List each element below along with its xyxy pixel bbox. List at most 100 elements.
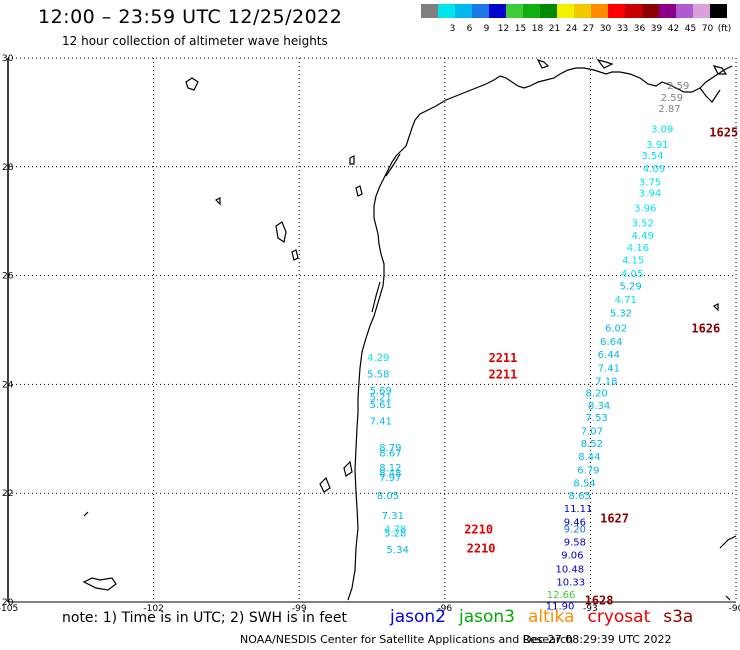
scale-swatch [659, 4, 676, 18]
scale-label: 9 [484, 24, 490, 34]
satellite-pass-labels: 1625 1626 1627 1628 2211 2211 2210 2210 [464, 125, 738, 607]
axis-labels: -105 -102 -99 -96 -93 -90 30 28 26 24 22 20 [0, 54, 740, 614]
scale-label: 15 [515, 24, 526, 34]
wave-height-value: 2.87 [658, 104, 680, 115]
pass-number-label: 2210 [464, 523, 493, 537]
scale-swatch [710, 4, 727, 18]
wave-height-value: 3.94 [639, 188, 661, 199]
wave-height-value: 5.32 [610, 309, 632, 320]
wave-height-value: 3.52 [632, 218, 654, 229]
wave-height-value: 8.65 [569, 491, 591, 502]
satellite-legend: jason2 jason3 altika cryosat s3a [390, 607, 706, 627]
wave-height-value: 2.59 [661, 93, 683, 104]
scale-label: 3 [450, 24, 456, 34]
lat-tick-label: 22 [2, 489, 13, 499]
wave-height-value: 11.90 [546, 601, 575, 612]
scale-label: 21 [549, 24, 560, 34]
scale-swatch [489, 4, 506, 18]
wave-height-value: 7.07 [581, 427, 603, 438]
wave-height-value: 5.34 [387, 545, 409, 556]
wave-height-value: 8.05 [377, 491, 399, 502]
wave-height-value: 8.34 [588, 401, 610, 412]
scale-swatch [574, 4, 591, 18]
scale-label: 27 [583, 24, 594, 34]
pass-number-label: 1627 [600, 512, 629, 526]
lat-tick-label: 28 [2, 163, 14, 173]
scale-swatch [591, 4, 608, 18]
wave-height-value: 8.48 [379, 469, 401, 480]
scale-swatch [455, 4, 472, 18]
lat-tick-label: 30 [2, 54, 14, 64]
wave-height-value: 9.46 [564, 517, 586, 528]
scale-swatch [557, 4, 574, 18]
wave-height-value: 7.31 [382, 511, 404, 522]
wave-height-value: 5.29 [620, 281, 642, 292]
scale-label: 70 [702, 24, 714, 34]
scale-label: 30 [600, 24, 612, 34]
lat-tick-label: 26 [2, 272, 14, 282]
wave-height-value: 8.52 [581, 439, 603, 450]
wave-height-value: 4.05 [621, 269, 643, 280]
scale-swatch [625, 4, 642, 18]
wave-height-value: 2.59 [667, 81, 689, 92]
wave-height-value: 6.64 [600, 337, 622, 348]
footer-credit: NOAA/NESDIS Center for Satellite Applica… [240, 633, 574, 646]
chart-subtitle: 12 hour collection of altimeter wave hei… [62, 34, 328, 48]
wave-height-value: 7.41 [598, 364, 620, 375]
pass-number-label: 1625 [709, 125, 738, 139]
scale-label: 6 [467, 24, 473, 34]
wave-height-value: 3.54 [641, 151, 663, 162]
wave-height-value: 3.91 [646, 140, 668, 151]
wave-height-value: 8.67 [379, 448, 401, 459]
wave-height-value: 9.06 [561, 551, 583, 562]
scale-label: 39 [651, 24, 663, 34]
lon-tick-label: -99 [292, 604, 307, 614]
wave-height-value: 4.78 [384, 525, 406, 536]
satellite-legend-item: s3a [663, 607, 694, 627]
wave-height-value: 6.44 [598, 350, 620, 361]
scale-label: 12 [498, 24, 509, 34]
scale-label: 33 [617, 24, 628, 34]
map-frame [7, 58, 736, 603]
wave-height-value: 8.12 [379, 463, 401, 474]
wave-height-value: 9.20 [564, 525, 586, 536]
wave-height-value: 12.66 [547, 590, 576, 601]
lat-lon-gridlines [8, 57, 737, 602]
wave-height-value: 9.58 [564, 538, 586, 549]
lon-tick-label: -102 [143, 604, 163, 614]
pass-number-label: 2210 [467, 542, 496, 556]
wave-height-value: 5.21 [370, 392, 392, 403]
wave-height-value: 6.79 [577, 465, 599, 476]
scale-swatch [540, 4, 557, 18]
scale-swatch [676, 4, 693, 18]
scale-swatch [523, 4, 540, 18]
scale-swatch [472, 4, 489, 18]
wave-height-value: 7.18 [595, 377, 617, 388]
wave-height-value: 10.33 [556, 577, 585, 588]
wave-height-value: 7.41 [370, 416, 392, 427]
wave-height-value: 4.15 [622, 255, 644, 266]
wave-height-value: 8.20 [586, 389, 608, 400]
wave-height-value: 4.71 [615, 295, 637, 306]
wave-height-value: 5.58 [367, 370, 389, 381]
scale-label: 24 [566, 24, 578, 34]
lat-tick-label: 20 [2, 598, 14, 608]
wave-height-value: 5.28 [384, 528, 406, 539]
footer-timestamp: Dec 27 08:29:39 UTC 2022 [523, 633, 672, 646]
scale-swatch [608, 4, 625, 18]
color-scale-legend: 3 6 9 12 15 18 21 24 27 30 33 36 39 42 45 70 (ft) [421, 4, 731, 34]
wave-height-value: 7.97 [379, 473, 401, 484]
pass-number-label: 2211 [488, 351, 517, 365]
wave-height-value: 3.96 [634, 204, 656, 215]
wave-height-value: 6.02 [605, 323, 627, 334]
pass-number-label: 1628 [585, 593, 614, 607]
scale-swatch [421, 4, 438, 18]
wave-height-value: 8.54 [573, 478, 595, 489]
scale-swatch [506, 4, 523, 18]
wave-height-points: 2.592.592.873.093.913.544.093.753.943.96… [367, 81, 689, 612]
satellite-legend-item: cryosat [587, 607, 651, 627]
pass-number-label: 1626 [691, 321, 720, 335]
scale-label: 42 [668, 24, 679, 34]
lon-tick-label: -96 [437, 604, 452, 614]
wave-height-value: 4.16 [627, 243, 649, 254]
